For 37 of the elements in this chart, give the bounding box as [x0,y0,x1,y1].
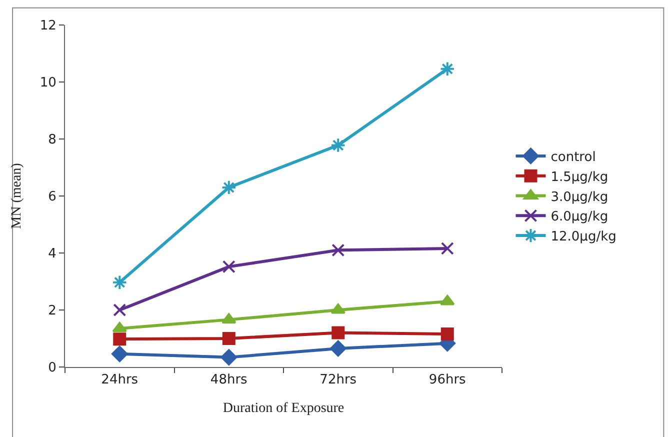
point [330,138,346,153]
legend-label: control [550,150,596,166]
y-tick-label: 0 [48,360,56,376]
legend-label: 12.0µg/kg [550,230,616,245]
y-tick-label: 8 [48,132,56,148]
point [222,332,236,345]
legend-label: 6.0µg/kg [550,210,608,225]
y-tick-label: 4 [48,246,56,262]
point [332,326,345,340]
x-tick-label: 48hrs [210,372,248,388]
legend-label: 3.0µg/kg [550,190,608,205]
point [330,340,346,357]
y-tick-label: 12 [40,18,56,34]
y-tick-label: 2 [48,304,56,319]
point [220,349,238,366]
point [440,294,455,306]
point [221,180,236,196]
point [113,332,126,346]
y-tick-label: 10 [40,76,56,91]
x-tick-label: 72hrs [320,372,357,388]
point [113,304,126,316]
point [440,327,454,340]
point [222,260,236,274]
point [112,322,127,332]
legend-label: 1.5µg/kg [550,170,608,185]
point [222,313,236,324]
x-tick-label: 96hrs [428,372,466,388]
y-axis-title: MN (mean) [9,162,24,229]
point [111,346,128,362]
point [330,304,346,314]
point [112,274,128,290]
y-tick-label: 6 [48,190,56,205]
x-axis-title: Duration of Exposure [222,400,344,416]
point [440,242,454,255]
point [440,61,455,76]
x-tick-label: 24hrs [101,372,138,388]
point [332,244,345,257]
